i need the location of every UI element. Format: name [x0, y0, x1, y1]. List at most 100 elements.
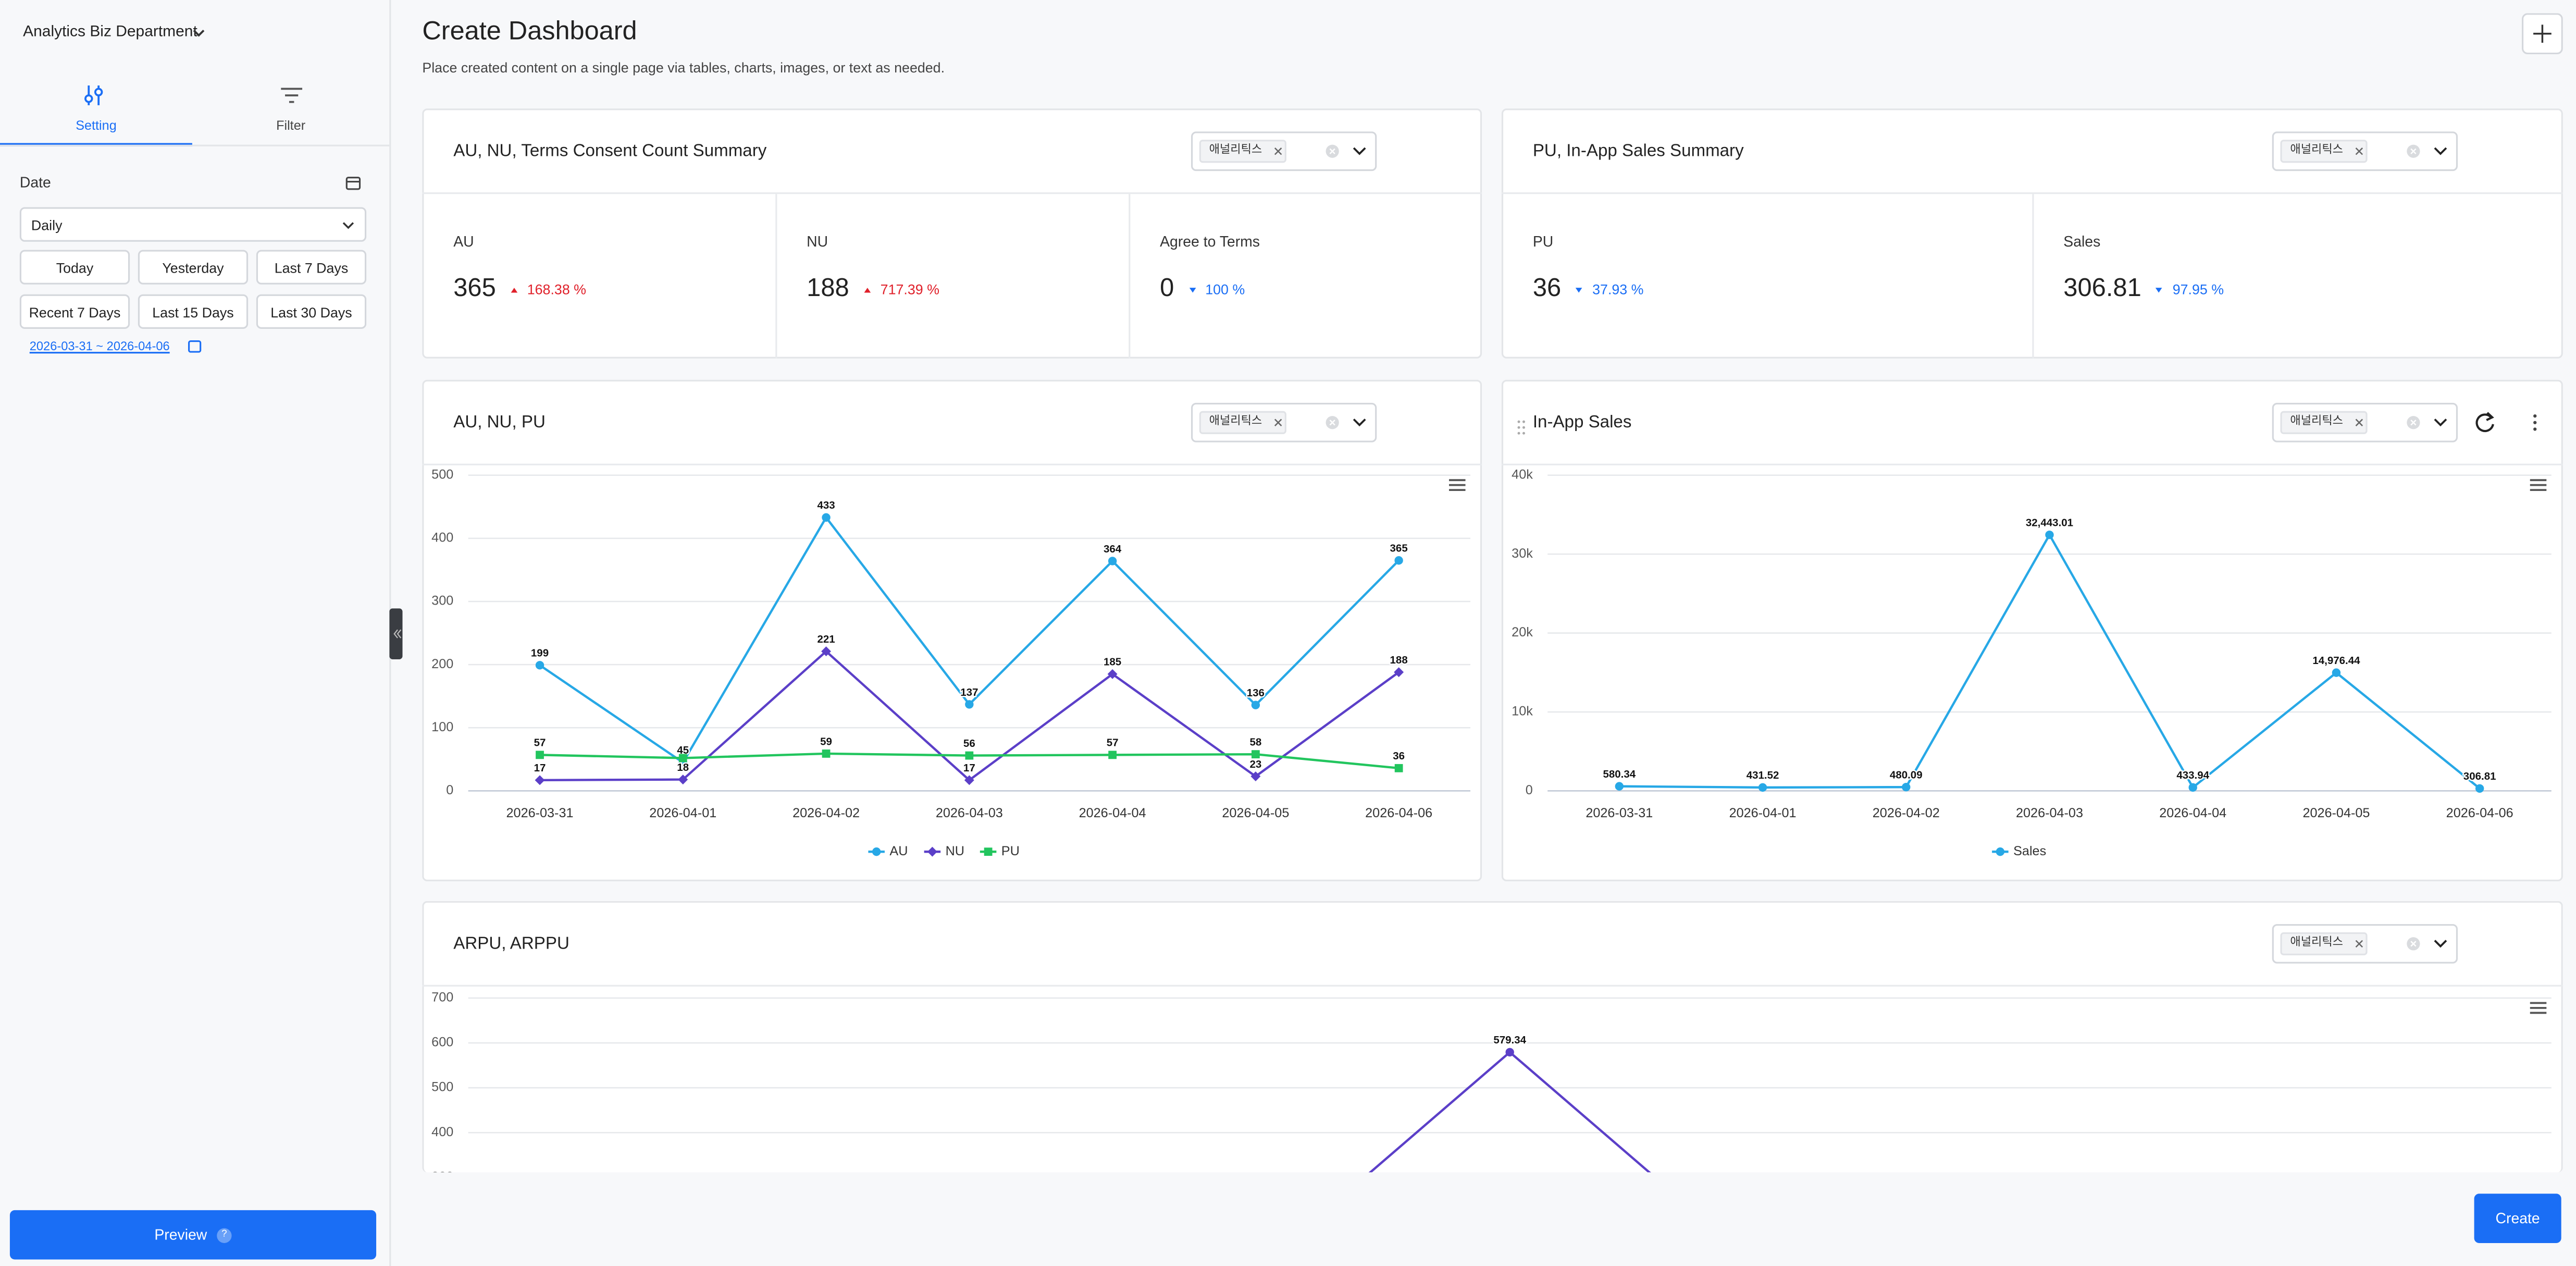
metric-row: 0 100 % — [1160, 275, 1245, 304]
metric-label: Sales — [2063, 233, 2101, 250]
y-tick-label: 100 — [431, 1259, 453, 1266]
create-button[interactable]: Create — [2474, 1194, 2561, 1243]
y-tick-label: 700 — [431, 990, 453, 1005]
data-label: 32,443.01 — [2026, 517, 2073, 528]
preview-button[interactable]: Preview? — [9, 1210, 377, 1260]
panel-divider — [1501, 463, 2563, 465]
marker — [1505, 1048, 1514, 1056]
marker — [965, 700, 974, 709]
panel-title: In-App Sales — [1532, 412, 1632, 433]
data-label: 185 — [1104, 656, 1121, 668]
metric-row: 188 717.39 % — [807, 275, 939, 304]
marker — [678, 754, 687, 763]
metric-value: 188 — [807, 274, 849, 303]
change-arrow — [511, 287, 517, 292]
data-label: 136 — [1247, 687, 1265, 699]
y-tick-label: 400 — [431, 531, 453, 545]
x-tick-label: 2026-04-06 — [2446, 806, 2513, 820]
y-tick-label: 400 — [431, 1125, 453, 1139]
date-range[interactable]: 2026-03-31 ~ 2026-04-06 — [29, 338, 170, 354]
range-button[interactable]: Recent 7 Days — [19, 294, 130, 329]
data-label: 14,976.44 — [2312, 655, 2360, 667]
data-label: 57 — [534, 737, 546, 749]
metric-change: 717.39 % — [880, 281, 939, 298]
add-button[interactable] — [2522, 13, 2563, 55]
metric-divider — [1129, 194, 1131, 359]
tab-filter[interactable]: Filter — [276, 118, 306, 133]
select-icons — [2355, 144, 2447, 158]
x-tick-label: 2026-04-02 — [792, 806, 860, 820]
data-label: 36 — [1393, 750, 1405, 762]
filter-icon — [281, 88, 303, 103]
tabs-divider — [0, 144, 390, 146]
metric-change: 37.93 % — [1592, 281, 1644, 298]
range-button[interactable]: Last 15 Days — [138, 294, 249, 329]
x-tick-label: 2026-04-01 — [649, 806, 716, 820]
select-icons — [2272, 131, 2458, 171]
page-title: Create Dashboard — [422, 18, 637, 46]
series-line — [540, 649, 1400, 782]
select-icons — [2272, 924, 2458, 964]
panel — [422, 901, 2563, 1173]
data-label: 580.34 — [1603, 768, 1636, 780]
panel-tools[interactable] — [2471, 410, 2553, 444]
metric-label: NU — [807, 233, 828, 250]
metric-change: 100 % — [1205, 281, 1245, 298]
x-tick-label: 2026-04-04 — [2159, 806, 2226, 820]
x-tick-label: 2026-04-04 — [1079, 806, 1146, 820]
x-tick-label: 2026-03-31 — [1586, 806, 1653, 820]
metric-label: Agree to Terms — [1160, 233, 1260, 250]
data-label: 433.94 — [2176, 769, 2209, 781]
data-label: 433 — [817, 499, 835, 511]
x-tick-label: 2026-04-05 — [2302, 806, 2370, 820]
calendar-icon[interactable] — [345, 174, 362, 191]
period-select[interactable]: Daily — [19, 207, 367, 242]
x-tick-label: 2026-04-01 — [1729, 806, 1797, 820]
range-button[interactable]: Today — [19, 250, 130, 285]
chart: 0 10k 20k 30k 40k 2026-03-31 2026-04-01 2026-04… — [1512, 467, 2552, 858]
calendar-icon — [188, 340, 202, 353]
legend-marker — [927, 846, 937, 857]
tab-setting[interactable]: Setting — [76, 118, 117, 133]
chart: 01002003004005006007008579.348 — [431, 990, 2552, 1266]
legend-label: PU — [1001, 844, 1020, 858]
collapse-handle[interactable] — [389, 608, 403, 660]
data-label: 137 — [960, 686, 978, 698]
menu-icon — [1449, 479, 1466, 491]
menu-icon — [2530, 479, 2547, 491]
range-button[interactable]: Last 7 Days — [256, 250, 367, 285]
y-tick-label: 300 — [431, 1170, 453, 1184]
setting-icon — [84, 85, 103, 105]
x-tick-label: 2026-04-03 — [936, 806, 1003, 820]
panel-divider — [422, 192, 1482, 194]
marker — [822, 749, 831, 758]
x-tick-label: 2026-04-02 — [1873, 806, 1940, 820]
marker — [1615, 782, 1624, 791]
metric-row: 306.81 97.95 % — [2063, 275, 2224, 304]
marker — [1394, 764, 1403, 772]
x-tick-label: 2026-03-31 — [506, 806, 574, 820]
chevron — [342, 222, 354, 229]
drag-handle — [1516, 414, 1526, 444]
metric-row: 365 168.38 % — [453, 275, 586, 304]
panel-title: ARPU, ARPPU — [453, 933, 569, 954]
select-icons — [2355, 937, 2447, 951]
data-label: 56 — [963, 738, 975, 749]
department[interactable]: Analytics Biz Department — [23, 23, 197, 41]
date-label: Date — [19, 174, 51, 191]
range-button[interactable]: Yesterday — [138, 250, 249, 285]
range-button[interactable]: Last 30 Days — [256, 294, 367, 329]
panel — [422, 379, 1482, 881]
marker — [1250, 771, 1261, 782]
y-tick-label: 0 — [446, 783, 453, 797]
y-tick-label: 200 — [431, 1214, 453, 1229]
y-tick-label: 200 — [431, 657, 453, 671]
data-label: 431.52 — [1747, 769, 1779, 781]
data-label: 17 — [963, 762, 975, 774]
y-tick-label: 500 — [431, 467, 453, 482]
change-arrow — [1576, 287, 1583, 292]
panel-title: AU, NU, PU — [453, 412, 546, 433]
legend-marker — [984, 847, 993, 856]
y-tick-label: 40k — [1512, 467, 1533, 482]
